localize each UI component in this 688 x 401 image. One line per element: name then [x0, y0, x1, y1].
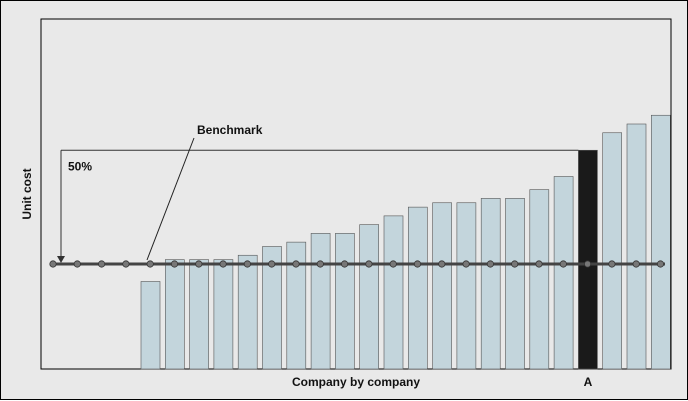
bar — [480, 198, 501, 370]
benchmark-marker — [219, 260, 227, 268]
bar — [529, 189, 550, 370]
bar — [553, 176, 574, 370]
benchmark-marker — [170, 260, 179, 268]
benchmark-marker — [365, 260, 373, 268]
benchmark-marker — [49, 260, 57, 268]
benchmark-marker — [413, 260, 422, 268]
bar — [359, 224, 380, 370]
benchmark-marker — [511, 260, 519, 268]
bar — [602, 132, 623, 370]
benchmark-marker — [486, 260, 494, 268]
benchmark-marker — [559, 260, 567, 268]
benchmark-marker — [268, 260, 276, 268]
highlight-label: A — [584, 375, 593, 389]
benchmark-marker — [122, 260, 130, 268]
bar — [432, 202, 452, 370]
benchmark-leader-line — [146, 137, 195, 261]
plot-area — [40, 18, 672, 370]
benchmark-marker — [340, 260, 349, 268]
benchmark-marker — [583, 260, 592, 268]
bar — [505, 198, 525, 370]
benchmark-marker — [462, 260, 470, 268]
benchmark-marker — [316, 260, 324, 268]
bar — [626, 123, 647, 370]
benchmark-marker — [73, 260, 81, 268]
benchmark-marker — [98, 260, 106, 268]
benchmark-marker — [389, 260, 397, 268]
benchmark-marker — [608, 260, 616, 268]
bar — [140, 281, 161, 370]
x-axis-label: Company by company — [292, 375, 420, 389]
benchmark-marker — [632, 260, 640, 268]
benchmark-marker — [292, 260, 300, 268]
bar — [383, 215, 404, 370]
bar — [650, 114, 671, 370]
benchmark-marker — [195, 260, 203, 268]
bar — [213, 259, 234, 370]
bar — [237, 254, 258, 370]
benchmark-label: Benchmark — [197, 123, 263, 137]
bar — [456, 202, 477, 370]
bar — [165, 259, 185, 370]
gap-arrowhead — [57, 256, 65, 263]
y-axis-label: Unit cost — [20, 168, 34, 219]
benchmark-marker — [656, 260, 665, 268]
gap-label: 50% — [68, 159, 92, 173]
bar — [286, 241, 307, 370]
bar-highlighted — [578, 149, 598, 370]
benchmark-marker — [438, 260, 446, 268]
bar — [189, 259, 209, 370]
bar — [407, 206, 428, 370]
bar — [310, 233, 331, 370]
benchmark-marker — [535, 260, 543, 268]
benchmark-marker — [146, 260, 154, 268]
benchmark-marker — [243, 260, 251, 268]
bar — [335, 233, 355, 370]
bar — [262, 246, 282, 370]
